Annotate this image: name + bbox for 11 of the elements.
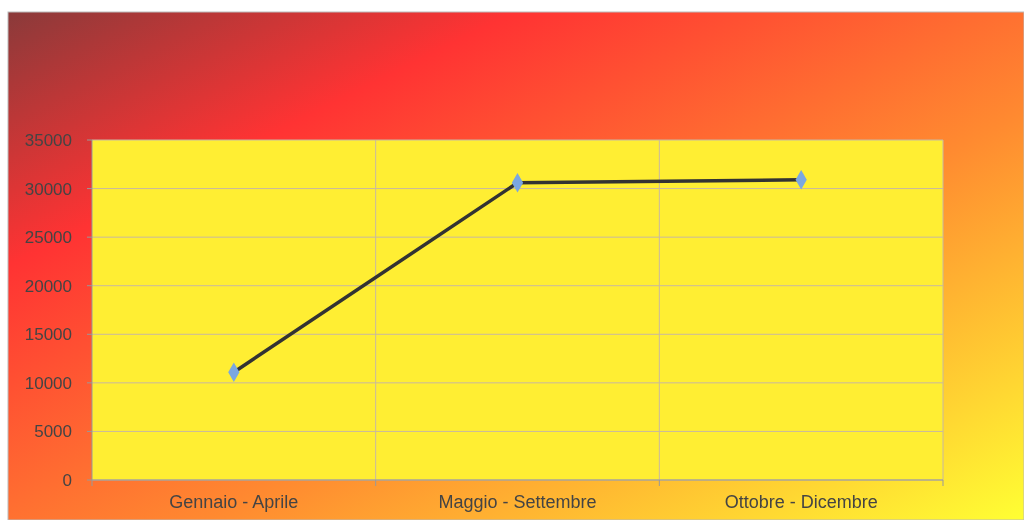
x-tick-label: Gennaio - Aprile [169,492,299,512]
y-tick-label: 25000 [24,228,72,248]
y-tick-label: 5000 [34,422,72,442]
y-tick-label: 0 [62,470,72,490]
y-tick-label: 10000 [24,373,72,393]
x-tick-label: Ottobre - Dicembre [724,492,878,512]
y-tick-label: 20000 [24,276,72,296]
y-tick-label: 35000 [24,130,72,150]
x-tick-label: Maggio - Settembre [438,492,597,512]
y-tick-label: 15000 [24,325,72,345]
y-tick-label: 30000 [24,179,72,199]
